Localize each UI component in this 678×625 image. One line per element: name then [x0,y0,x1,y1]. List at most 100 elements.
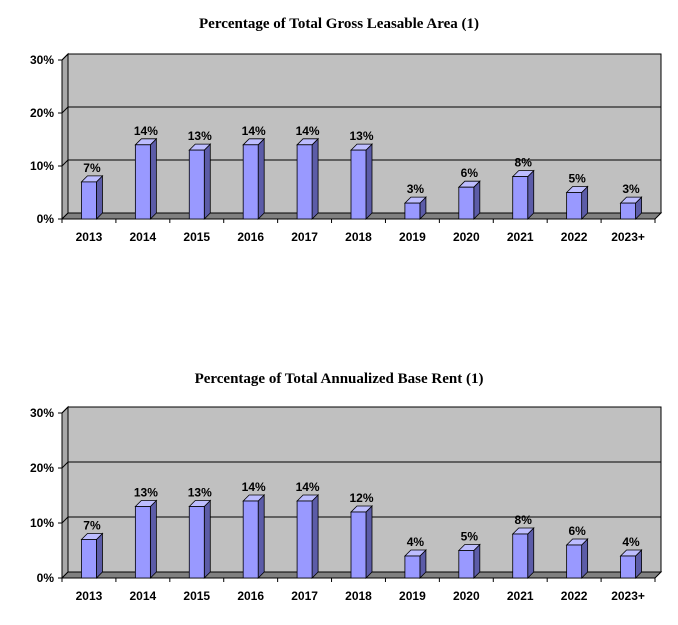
x-tick-label: 2023+ [611,589,645,603]
data-label: 3% [622,182,640,196]
data-label: 13% [349,129,373,143]
x-tick-label: 2019 [399,589,426,603]
y-tick-label: 30% [30,406,54,420]
gridline-side [61,516,69,524]
bar-side [203,143,211,220]
chart-annualized-base-rent: Percentage of Total Annualized Base Rent… [0,355,678,625]
bar [134,144,151,220]
bar [566,544,583,579]
bar-side [581,538,589,579]
bar-side [96,532,103,579]
x-tick-label: 2021 [507,589,534,603]
y-tick-label: 10% [30,516,54,530]
bar [350,511,367,579]
bar [242,500,259,579]
bar [81,181,97,220]
chart-svg: 0% 10% 20% 30% 7% 2013 13% 2014 13% 2015 14% 2016 14… [30,405,663,603]
x-tick-label: 2018 [345,589,372,603]
x-tick-label: 2014 [130,230,157,244]
chart-title: Percentage of Total Annualized Base Rent… [194,371,484,387]
data-label: 14% [296,480,320,494]
y-tick-label: 0% [37,571,55,585]
chart-gross-leasable-area: Percentage of Total Gross Leasable Area … [0,0,678,260]
bar [350,149,367,220]
x-tick-label: 2018 [345,230,372,244]
gridline-side [61,53,69,61]
bar [404,555,421,579]
x-tick-label: 2020 [453,589,480,603]
gridline-side [61,106,69,114]
gridline-side [61,159,69,167]
x-tick-label: 2016 [237,230,264,244]
data-label: 4% [407,535,425,549]
x-tick-label: 2013 [76,589,103,603]
data-label: 7% [83,519,101,533]
data-label: 4% [622,535,640,549]
bar [620,202,636,220]
bar-side [149,499,157,579]
bar [512,176,529,220]
data-label: 5% [568,172,586,186]
x-tick-label: 2017 [291,230,318,244]
chart-title: Percentage of Total Gross Leasable Area … [199,16,479,32]
plot-side-wall [61,52,69,221]
bar [242,144,259,220]
x-tick-label: 2014 [130,589,157,603]
bar [512,533,529,579]
bar [188,149,205,220]
data-label: 7% [83,161,101,175]
data-label: 14% [134,124,158,138]
bar [296,500,313,579]
data-label: 6% [568,524,586,538]
data-label: 14% [242,124,266,138]
data-label: 8% [515,156,533,170]
data-label: 5% [461,530,479,544]
data-label: 6% [461,166,479,180]
bar-side [527,169,535,220]
gridline-side [61,406,69,414]
data-label: 13% [188,129,212,143]
bar [404,202,421,220]
x-tick-label: 2022 [561,230,588,244]
bar [81,539,97,579]
y-tick-label: 20% [30,461,54,475]
bar [566,192,583,220]
bar-side [311,494,319,579]
x-tick-label: 2013 [76,230,103,244]
x-tick-label: 2022 [561,589,588,603]
bar-side [365,143,373,220]
bar-side [527,527,535,579]
bar-side [257,137,265,220]
bar [188,506,205,579]
bar-side [203,499,211,579]
data-label: 14% [296,124,320,138]
data-label: 13% [134,486,158,500]
bar-side [257,494,265,579]
y-tick-label: 20% [30,106,54,120]
y-tick-label: 0% [37,212,55,226]
bar-side [365,505,373,579]
bar-side [311,137,319,220]
bar [458,550,475,579]
data-label: 3% [407,182,425,196]
plot-side-wall [61,405,69,580]
bar-side [96,174,103,220]
data-label: 8% [515,513,533,527]
x-tick-label: 2015 [183,589,210,603]
x-tick-label: 2020 [453,230,480,244]
x-tick-label: 2015 [183,230,210,244]
x-tick-label: 2021 [507,230,534,244]
x-tick-label: 2016 [237,589,264,603]
x-tick-label: 2017 [291,589,318,603]
bar [296,144,313,220]
gridline-side [61,461,69,469]
data-label: 12% [349,491,373,505]
x-tick-label: 2019 [399,230,426,244]
x-tick-label: 2023+ [611,230,645,244]
data-label: 13% [188,486,212,500]
y-tick-label: 10% [30,159,54,173]
bar [458,186,475,220]
y-tick-label: 30% [30,53,54,67]
data-label: 14% [242,480,266,494]
bar [620,555,636,579]
